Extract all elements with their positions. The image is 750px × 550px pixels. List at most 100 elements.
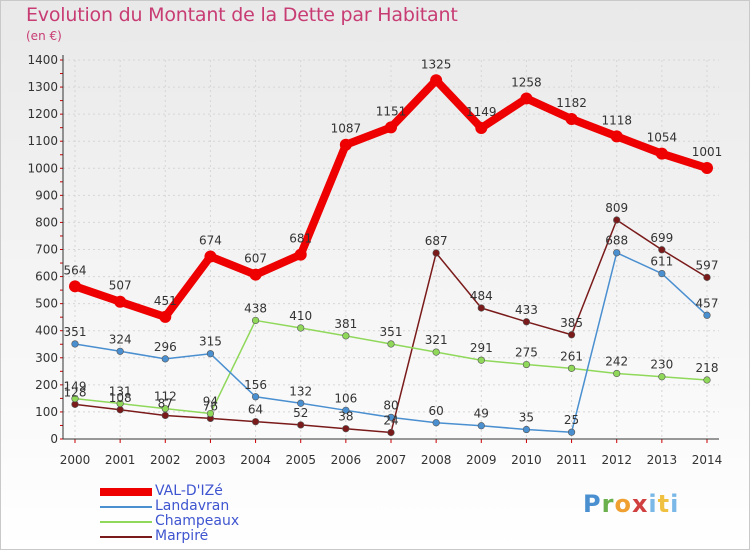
- x-tick-label: 2012: [601, 453, 632, 467]
- y-tick-label: 400: [35, 324, 58, 338]
- proxiti-logo: Proxiti: [583, 490, 680, 518]
- y-tick-label: 1100: [27, 134, 58, 148]
- data-label-3: 699: [650, 231, 673, 245]
- data-point-3: [658, 246, 666, 254]
- data-point-0: [430, 74, 443, 87]
- data-label-1: 80: [383, 398, 398, 412]
- data-label-3: 385: [560, 316, 583, 330]
- data-point-1: [567, 428, 576, 436]
- x-tick-label: 2009: [466, 453, 497, 467]
- data-label-1: 156: [244, 378, 267, 392]
- data-label-2: 381: [334, 317, 357, 331]
- data-point-1: [703, 311, 711, 319]
- data-label-0: 681: [289, 232, 312, 246]
- data-label-1: 611: [650, 255, 673, 269]
- y-tick-label: 600: [35, 270, 58, 284]
- y-tick-label: 1400: [27, 53, 58, 67]
- data-point-3: [342, 425, 350, 433]
- x-tick-label: 2007: [376, 453, 407, 467]
- data-label-0: 1001: [692, 145, 723, 159]
- chart-subtitle: (en €): [26, 29, 62, 43]
- data-label-1: 351: [64, 325, 87, 339]
- data-point-0: [520, 92, 533, 105]
- data-point-3: [251, 418, 260, 426]
- chart-title: Evolution du Montant de la Dette par Hab…: [26, 4, 458, 26]
- data-point-2: [206, 409, 215, 418]
- data-point-3: [613, 216, 621, 224]
- data-point-3: [387, 428, 395, 437]
- data-label-2: 275: [515, 346, 538, 360]
- data-label-0: 451: [154, 294, 177, 308]
- data-label-0: 1258: [511, 75, 542, 89]
- data-label-1: 25: [564, 413, 579, 427]
- data-label-2: 112: [154, 390, 177, 404]
- data-label-3: 809: [605, 201, 628, 215]
- data-point-0: [249, 268, 262, 281]
- legend-label: Landavran: [155, 498, 230, 514]
- data-label-1: 60: [429, 404, 444, 418]
- x-tick-label: 2003: [195, 453, 226, 467]
- data-label-2: 321: [425, 333, 448, 347]
- data-label-3: 597: [696, 258, 719, 272]
- data-point-1: [477, 422, 485, 430]
- data-label-2: 291: [470, 341, 493, 355]
- data-label-1: 324: [109, 332, 132, 346]
- legend-swatch: [100, 488, 152, 496]
- data-point-3: [477, 304, 485, 312]
- data-point-2: [251, 316, 260, 325]
- y-tick-label: 0: [50, 432, 58, 446]
- data-point-2: [161, 405, 169, 413]
- data-point-3: [522, 318, 531, 326]
- data-label-2: 149: [64, 380, 87, 394]
- data-point-0: [565, 113, 578, 126]
- data-label-0: 1118: [601, 113, 632, 127]
- y-tick-label: 300: [35, 351, 58, 365]
- data-point-3: [567, 331, 576, 339]
- x-tick-label: 2002: [150, 453, 181, 467]
- legend-label: Champeaux: [155, 513, 240, 529]
- data-point-1: [297, 399, 305, 407]
- data-point-2: [567, 364, 576, 372]
- data-label-2: 94: [203, 395, 218, 409]
- x-tick-label: 2001: [105, 453, 136, 467]
- y-tick-label: 1000: [27, 161, 58, 175]
- data-point-3: [161, 411, 169, 420]
- data-label-0: 1054: [647, 131, 678, 145]
- data-label-0: 607: [244, 252, 267, 266]
- data-label-2: 131: [109, 385, 132, 399]
- legend-swatch: [100, 536, 152, 538]
- data-point-0: [204, 250, 217, 263]
- data-label-1: 296: [154, 340, 177, 354]
- y-tick-label: 1200: [27, 107, 58, 121]
- data-label-0: 1149: [466, 105, 497, 119]
- data-point-0: [114, 295, 127, 308]
- data-label-2: 410: [289, 309, 312, 323]
- data-point-1: [161, 355, 169, 363]
- data-point-1: [613, 249, 621, 257]
- data-point-1: [387, 413, 395, 421]
- data-point-3: [432, 249, 440, 257]
- data-point-2: [71, 395, 79, 403]
- data-point-3: [116, 406, 124, 414]
- data-point-1: [658, 269, 666, 278]
- data-label-1: 106: [334, 391, 357, 405]
- y-tick-label: 900: [35, 188, 58, 202]
- data-point-2: [116, 399, 124, 408]
- data-label-3: 64: [248, 403, 263, 417]
- x-tick-label: 2004: [240, 453, 271, 467]
- data-point-0: [610, 130, 623, 143]
- data-point-2: [658, 373, 666, 381]
- data-label-2: 242: [605, 354, 628, 368]
- y-tick-label: 1300: [27, 80, 58, 94]
- data-point-2: [477, 356, 485, 364]
- data-point-2: [703, 376, 711, 384]
- data-label-1: 49: [474, 407, 489, 421]
- x-tick-label: 2011: [556, 453, 587, 467]
- data-label-3: 76: [203, 399, 218, 413]
- y-tick-label: 500: [35, 297, 58, 311]
- data-label-2: 218: [696, 361, 719, 375]
- legend-swatch: [100, 506, 152, 508]
- data-label-3: 687: [425, 234, 448, 248]
